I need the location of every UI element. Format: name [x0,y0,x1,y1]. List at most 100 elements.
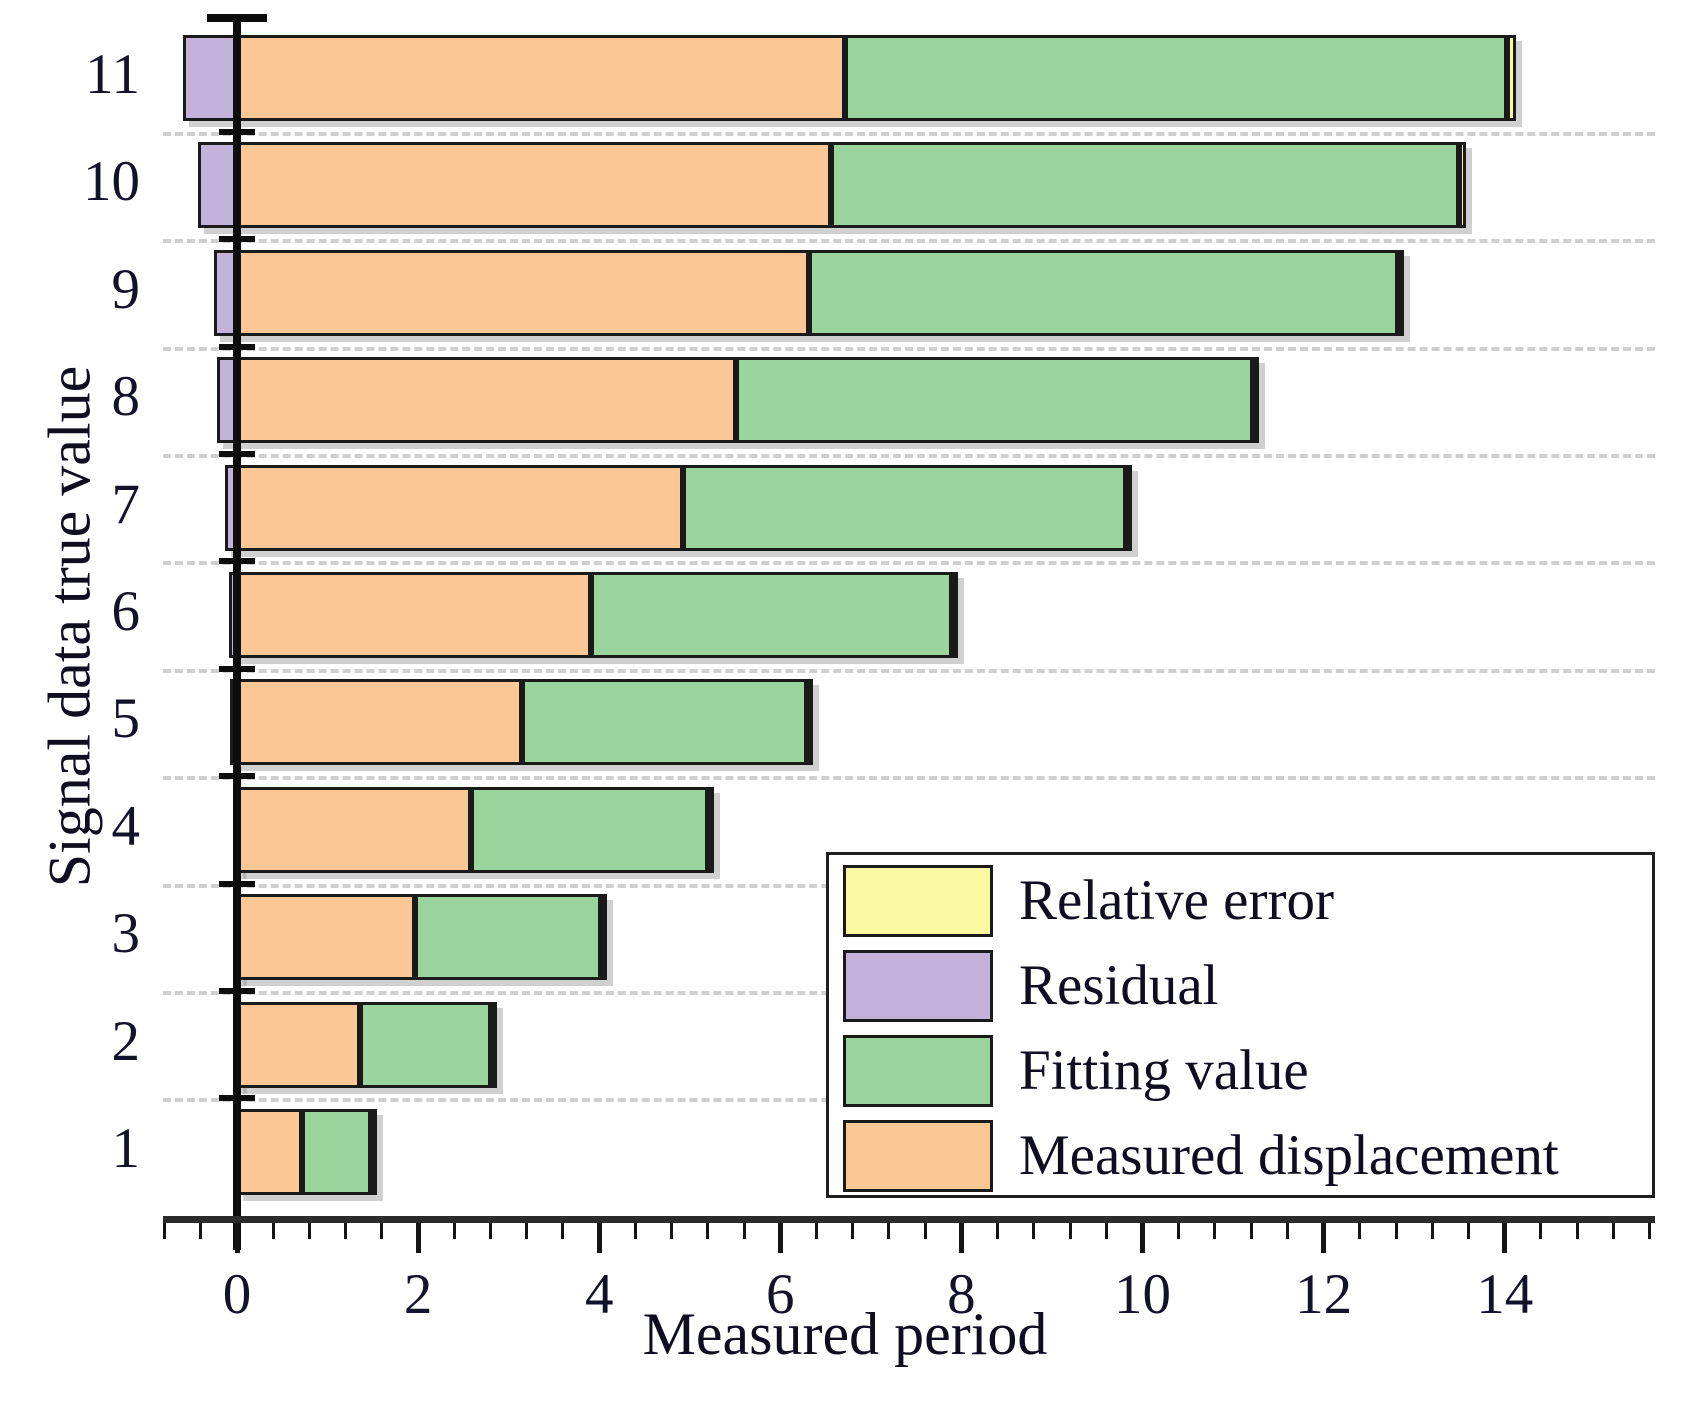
x-minor-tick [923,1223,927,1239]
x-minor-tick [452,1223,456,1239]
x-minor-tick [1213,1223,1217,1239]
bar-segment-measured-displacement-cat3 [237,894,416,981]
bar-segment-fitting-value-cat9 [809,249,1398,336]
y-tick-label: 10 [83,150,140,214]
x-tick-label: 2 [403,1263,433,1326]
x-minor-tick [1358,1223,1362,1239]
legend-item-residual: Residual [829,944,1652,1030]
y-category-tick [219,236,255,243]
bar-segment-relative-error-cat5 [807,679,814,766]
bar-segment-fitting-value-cat2 [360,1001,491,1088]
legend-label: Fitting value [1019,1039,1309,1102]
x-minor-tick [1430,1223,1434,1239]
x-minor-tick [742,1223,746,1239]
bar-segment-measured-displacement-cat7 [237,464,683,551]
x-minor-tick [344,1223,348,1239]
x-minor-tick [307,1223,311,1239]
y-category-tick [219,558,255,565]
y-category-tick [219,665,255,672]
y-category-tick [219,987,255,994]
x-minor-tick [561,1223,565,1239]
legend-swatch-measured-displacement [843,1120,993,1192]
x-tick-label: 14 [1476,1263,1534,1326]
y-category-tick [219,343,255,350]
y-category-tick [219,880,255,887]
bar-segment-fitting-value-cat1 [302,1109,371,1195]
bar-segment-fitting-value-cat8 [735,357,1253,444]
bar-segment-relative-error-cat10 [1459,142,1466,229]
x-tick-label: 0 [222,1263,252,1326]
y-tick-label: 1 [111,1117,141,1180]
x-major-tick [958,1223,964,1253]
legend-swatch-fitting-value [843,1035,993,1107]
bar-segment-relative-error-cat7 [1126,464,1133,551]
x-minor-tick [525,1223,529,1239]
legend-label: Relative error [1019,869,1334,932]
legend-item-measured-displacement: Measured displacement [829,1114,1652,1200]
bar-segment-relative-error-cat8 [1252,357,1259,444]
legend: Relative error Residual Fitting value Measu… [826,852,1655,1198]
category-gridline [163,776,1655,781]
x-minor-tick [1285,1223,1289,1239]
category-gridline [163,239,1655,244]
bar-segment-relative-error-cat3 [601,894,607,981]
bar-segment-measured-displacement-cat6 [237,572,592,658]
x-tick-label: 4 [584,1263,614,1326]
bar-segment-fitting-value-cat11 [844,35,1508,121]
y-category-tick [219,773,255,780]
x-minor-tick [887,1223,891,1239]
y-tick-label: 8 [111,365,141,429]
legend-item-fitting-value: Fitting value [829,1029,1652,1115]
bar-segment-fitting-value-cat4 [470,786,708,873]
x-minor-tick [706,1223,710,1239]
bar-segment-measured-displacement-cat2 [237,1001,361,1088]
x-minor-tick [199,1223,203,1239]
y-tick-label: 2 [111,1009,141,1073]
bar-segment-fitting-value-cat6 [591,572,953,658]
bar-segment-measured-displacement-cat1 [237,1109,303,1195]
y-tick-label: 3 [111,902,141,966]
bar-segment-measured-displacement-cat4 [237,786,471,873]
legend-item-relative-error: Relative error [829,859,1652,945]
x-axis-spine [163,1216,1655,1223]
category-gridline [163,346,1655,351]
x-axis-title: Measured period [642,1301,1048,1367]
x-major-tick [234,1223,240,1253]
bar-segment-measured-displacement-cat5 [237,679,523,766]
legend-swatch-residual [843,950,993,1022]
y-tick-label: 6 [111,580,141,643]
x-major-tick [1502,1223,1508,1253]
category-gridline [163,668,1655,673]
bar-segment-residual-cat11 [182,35,237,121]
y-category-tick [219,128,255,135]
x-major-tick [1140,1223,1145,1253]
x-major-tick [415,1223,421,1253]
bar-segment-relative-error-cat4 [707,786,714,873]
x-minor-tick [1394,1223,1398,1239]
x-tick-label: 6 [766,1263,795,1326]
x-minor-tick [633,1223,637,1239]
x-major-tick [596,1223,602,1253]
category-gridline [163,131,1655,136]
x-minor-tick [851,1223,855,1239]
x-minor-tick [1611,1223,1615,1239]
bar-segment-relative-error-cat11 [1507,35,1516,121]
y-tick-label: 11 [85,43,140,106]
y-tick-label: 5 [111,687,141,751]
bar-segment-fitting-value-cat10 [831,142,1460,229]
bar-segment-relative-error-cat2 [490,1001,497,1088]
x-minor-tick [1648,1223,1652,1239]
x-major-tick [1321,1223,1327,1253]
bar-segment-fitting-value-cat3 [415,894,601,981]
x-major-tick [777,1223,783,1253]
bar-segment-measured-displacement-cat8 [237,357,736,444]
x-minor-tick [1104,1223,1108,1239]
legend-label: Measured displacement [1019,1124,1559,1187]
zero-axis-top-tick [207,14,267,22]
bar-segment-measured-displacement-cat10 [237,142,831,229]
y-category-tick [219,450,255,457]
x-minor-tick [1068,1223,1072,1239]
bar-segment-residual-cat10 [198,142,237,229]
x-tick-label: 10 [1114,1263,1171,1326]
